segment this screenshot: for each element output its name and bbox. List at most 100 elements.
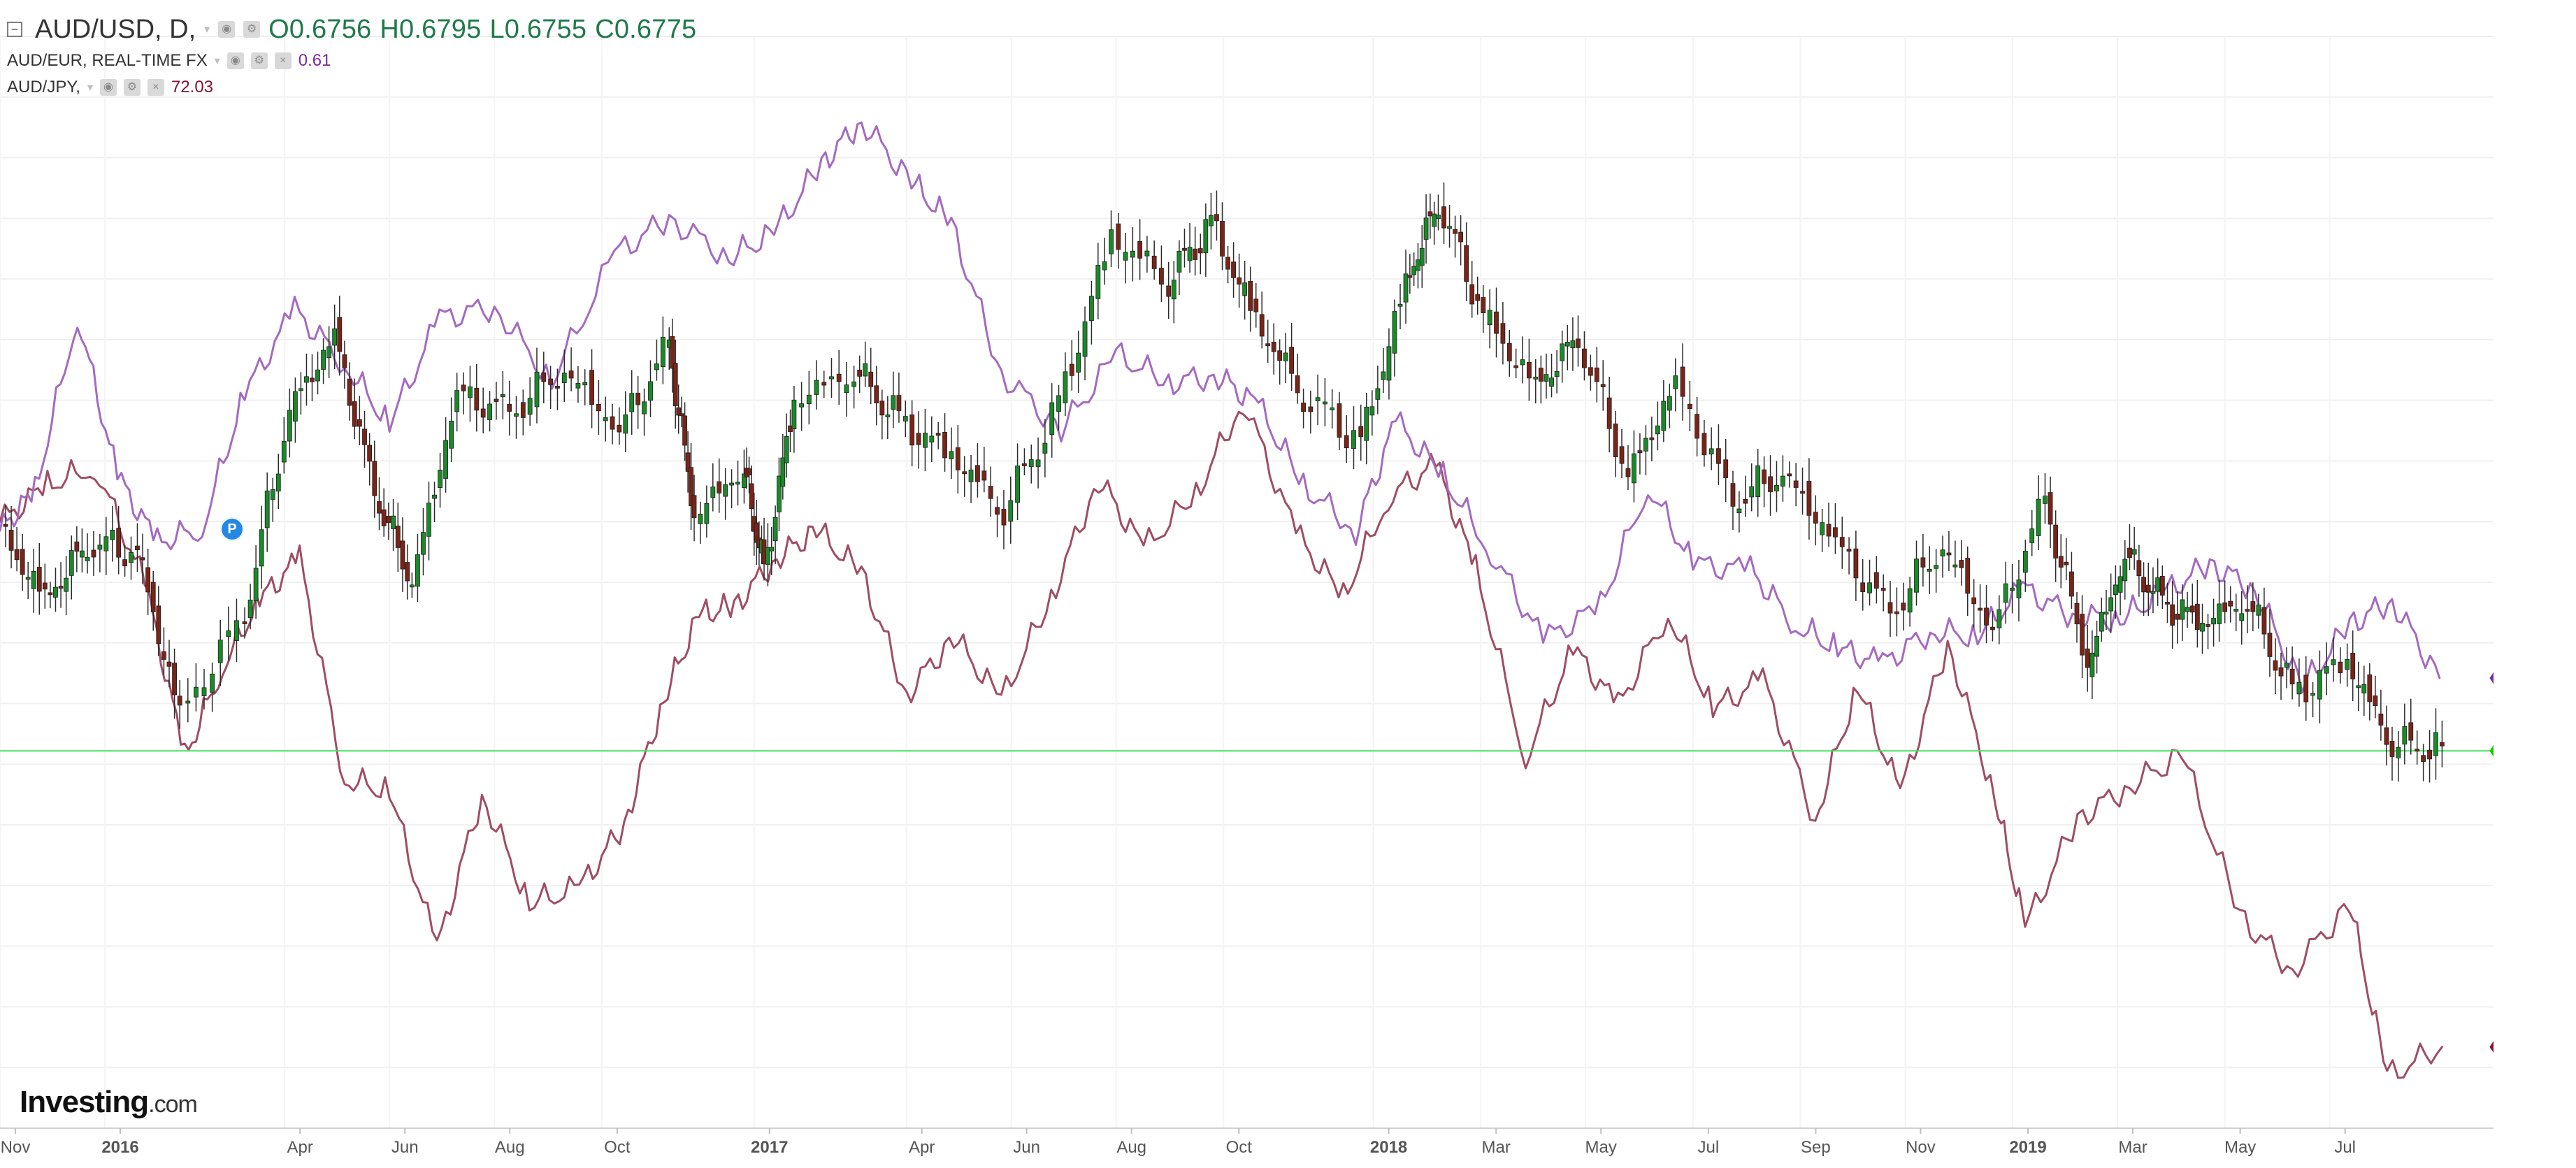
candle-body bbox=[642, 401, 647, 414]
close-icon[interactable]: × bbox=[274, 52, 292, 69]
close-icon[interactable]: × bbox=[147, 79, 164, 96]
candle-body bbox=[110, 529, 115, 540]
candle-body bbox=[161, 651, 166, 660]
candle-body bbox=[672, 363, 678, 406]
candle-body bbox=[1494, 311, 1499, 334]
candle-body bbox=[1971, 597, 1977, 605]
candle-body bbox=[698, 513, 703, 524]
candle-body bbox=[704, 503, 710, 524]
candle-body bbox=[689, 467, 693, 507]
gear-icon[interactable]: ⚙ bbox=[123, 79, 141, 96]
candle-body bbox=[2080, 614, 2085, 656]
chevron-down-icon[interactable]: ▾ bbox=[204, 24, 210, 36]
chevron-down-icon[interactable]: ▾ bbox=[87, 82, 93, 94]
candle-body bbox=[1447, 226, 1452, 229]
candle-body bbox=[259, 529, 264, 567]
candle-body bbox=[1008, 500, 1014, 522]
gear-icon[interactable]: ⚙ bbox=[243, 21, 261, 38]
candle-body bbox=[1220, 221, 1225, 257]
candle-body bbox=[679, 413, 684, 417]
candle-body bbox=[1643, 438, 1648, 452]
candle-body bbox=[2303, 675, 2309, 702]
candle-body bbox=[568, 370, 574, 379]
candle-body bbox=[2440, 742, 2445, 747]
candle-body bbox=[603, 417, 608, 421]
x-tick-label: 2019 bbox=[2009, 1138, 2046, 1157]
candle-body bbox=[310, 377, 315, 382]
gear-icon[interactable]: ⚙ bbox=[250, 52, 268, 69]
ohlc-close: C0.6775 bbox=[595, 15, 697, 44]
candle-body bbox=[2415, 749, 2420, 752]
candle-body bbox=[1231, 261, 1236, 278]
candle-body bbox=[1056, 395, 1061, 412]
candle-body bbox=[1860, 582, 1866, 592]
candle-body bbox=[1887, 602, 1893, 614]
candle-body bbox=[1780, 475, 1785, 487]
candle-body bbox=[555, 386, 560, 389]
candle-body bbox=[2108, 597, 2114, 612]
candle-body bbox=[2022, 551, 2028, 573]
chevron-down-icon[interactable]: ▾ bbox=[214, 55, 220, 67]
candle-body bbox=[1560, 343, 1565, 361]
candle-body bbox=[1464, 245, 1469, 282]
candle-body bbox=[791, 399, 797, 430]
candle-body bbox=[1506, 343, 1512, 361]
candle-body bbox=[1978, 607, 1983, 611]
candle-body bbox=[1423, 217, 1429, 240]
candle-body bbox=[1076, 352, 1081, 373]
candle-body bbox=[122, 559, 128, 567]
logo-main-text: Investing bbox=[20, 1085, 149, 1119]
plot-layer bbox=[0, 121, 2497, 1079]
candle-body bbox=[610, 416, 615, 430]
candle-body bbox=[527, 398, 533, 415]
eye-icon[interactable]: ◉ bbox=[218, 21, 236, 38]
candle-body bbox=[1564, 342, 1570, 347]
legend-jpy-title: AUD/JPY, bbox=[7, 78, 80, 96]
candle-body bbox=[2189, 605, 2195, 613]
candle-body bbox=[201, 687, 207, 696]
eye-icon[interactable]: ◉ bbox=[99, 79, 117, 96]
candle-body bbox=[1214, 214, 1219, 222]
candle-body bbox=[468, 386, 473, 398]
candle-body bbox=[281, 440, 287, 463]
candle-body bbox=[1042, 442, 1048, 454]
candle-body bbox=[386, 516, 391, 524]
candle-body bbox=[1475, 294, 1481, 301]
candle-body bbox=[2058, 556, 2064, 568]
candle-body bbox=[596, 403, 601, 412]
candle-body bbox=[298, 388, 303, 391]
candle-body bbox=[2029, 528, 2035, 543]
candle-body bbox=[2367, 674, 2373, 702]
candle-body bbox=[2239, 613, 2245, 621]
ohlc-open: O0.6756 bbox=[268, 15, 372, 44]
candle-body bbox=[1625, 468, 1631, 477]
event-marker[interactable]: P bbox=[220, 517, 244, 541]
candle-body bbox=[2200, 622, 2205, 632]
candle-body bbox=[777, 475, 782, 512]
candle-body bbox=[377, 501, 382, 514]
candle-body bbox=[2094, 636, 2099, 657]
candle-body bbox=[806, 394, 812, 405]
candle-body bbox=[2175, 613, 2180, 620]
candle-body bbox=[145, 567, 151, 593]
candle-body bbox=[2159, 575, 2165, 596]
candle-body bbox=[857, 369, 863, 377]
candle-body bbox=[629, 393, 635, 412]
candle-body bbox=[769, 547, 775, 551]
candle-body bbox=[749, 483, 754, 510]
eye-icon[interactable]: ◉ bbox=[226, 52, 244, 69]
candle-body bbox=[1613, 424, 1618, 457]
candle-body bbox=[1177, 250, 1182, 273]
candle-body bbox=[69, 550, 74, 576]
collapse-toggle-icon[interactable]: − bbox=[7, 22, 22, 37]
candle-body bbox=[1171, 280, 1177, 300]
candle-body bbox=[1996, 609, 2002, 628]
candle-body bbox=[1533, 376, 1539, 380]
candle-body bbox=[185, 700, 191, 704]
candle-body bbox=[454, 390, 460, 412]
candle-body bbox=[1015, 466, 1020, 503]
candle-body bbox=[395, 526, 401, 548]
right-axis-background bbox=[2494, 0, 2576, 1168]
x-tick-label: Nov bbox=[1, 1138, 31, 1157]
candle-body bbox=[1144, 250, 1150, 257]
